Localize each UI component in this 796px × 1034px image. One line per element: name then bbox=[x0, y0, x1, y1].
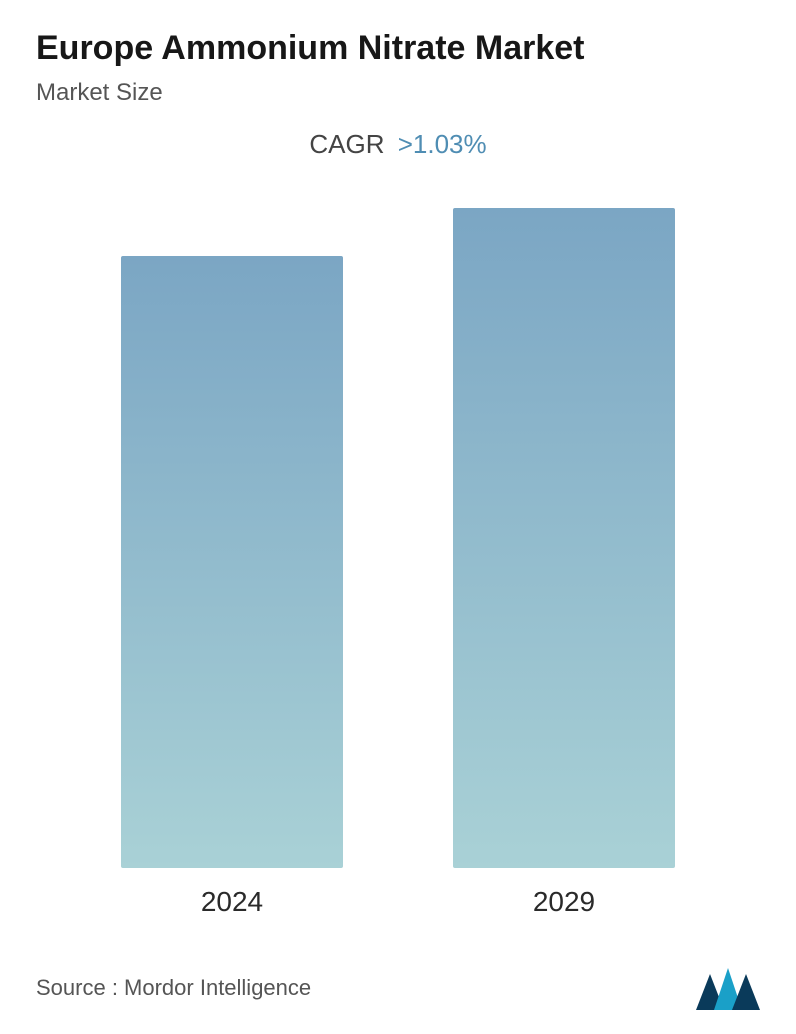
footer: Source : Mordor Intelligence bbox=[36, 960, 760, 1010]
bar-label: 2024 bbox=[201, 886, 263, 918]
bar-group: 2024 bbox=[121, 170, 343, 918]
cagr-row: CAGR >1.03% bbox=[36, 129, 760, 160]
cagr-value: >1.03% bbox=[398, 129, 487, 159]
brand-logo-icon bbox=[696, 966, 760, 1010]
bar bbox=[453, 208, 675, 868]
page-title: Europe Ammonium Nitrate Market bbox=[36, 28, 760, 69]
cagr-label: CAGR bbox=[309, 129, 384, 159]
market-summary-card: Europe Ammonium Nitrate Market Market Si… bbox=[0, 0, 796, 1034]
bar-group: 2029 bbox=[453, 170, 675, 918]
source-text: Source : Mordor Intelligence bbox=[36, 975, 311, 1001]
page-subtitle: Market Size bbox=[36, 79, 760, 107]
bar bbox=[121, 256, 343, 868]
bar-chart: 2024 2029 bbox=[36, 170, 760, 930]
bar-label: 2029 bbox=[533, 886, 595, 918]
